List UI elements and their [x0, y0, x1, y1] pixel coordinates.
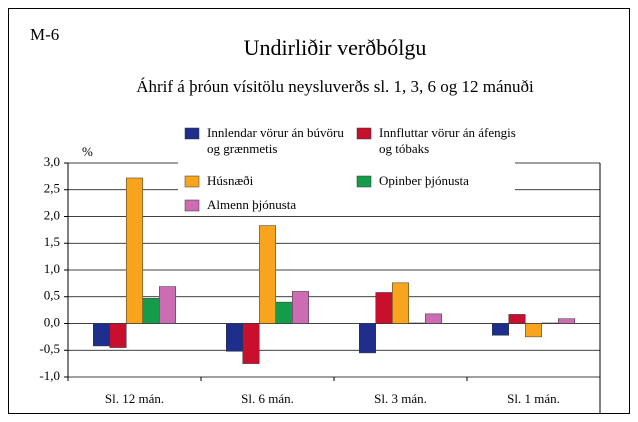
x-tick-label: Sl. 6 mán.: [241, 391, 294, 406]
bar: [142, 298, 160, 324]
bar: [126, 177, 143, 324]
x-tick-label: Sl. 1 mán.: [507, 391, 560, 406]
bar: [226, 323, 243, 352]
y-tick-label: 2,0: [44, 207, 60, 222]
y-tick-label: -1,0: [39, 368, 60, 383]
x-tick-label: Sl. 12 mán.: [105, 391, 164, 406]
legend-label: Húsnæði: [207, 173, 254, 188]
legend-swatch: [184, 175, 200, 188]
bar: [359, 323, 376, 354]
legend-label: Innlendar vörur án búvöru og grænmetis: [207, 125, 344, 156]
legend-box: [178, 120, 515, 216]
bar: [159, 286, 176, 324]
bar: [558, 318, 575, 324]
legend-label: Opinber þjónusta: [379, 173, 469, 188]
x-tick-label: Sl. 3 mán.: [374, 391, 427, 406]
y-tick-label: 1,5: [44, 234, 60, 249]
y-tick-label: -0,5: [39, 341, 60, 356]
bar: [525, 323, 542, 338]
chart-subtitle: Áhrif á þróun vísitölu neysluverðs sl. 1…: [136, 77, 534, 96]
legend-label: Innfluttar vörur án áfengis og tóbaks: [379, 125, 516, 156]
bar: [109, 323, 127, 348]
bar: [93, 323, 110, 347]
y-tick-label: 3,0: [44, 154, 60, 169]
legend-swatch: [356, 127, 372, 140]
legend-swatch: [184, 127, 200, 140]
bar: [492, 323, 509, 336]
legend-label: Almenn þjónusta: [207, 197, 297, 212]
bar: [375, 292, 393, 324]
bar: [259, 225, 276, 324]
y-tick-label: 0,0: [44, 314, 60, 329]
figure-label: M-6: [30, 25, 59, 44]
y-tick-label: 2,5: [44, 181, 60, 196]
frame: [8, 8, 630, 414]
legend-swatch: [356, 175, 372, 188]
y-axis-label: %: [82, 144, 93, 159]
bar: [242, 323, 260, 364]
bar: [541, 322, 559, 324]
chart-title: Undirliðir verðbólgu: [244, 35, 427, 60]
bar: [508, 314, 526, 324]
bar: [425, 313, 442, 324]
bar: [292, 291, 309, 324]
bar: [408, 322, 426, 324]
bar: [392, 282, 409, 324]
legend-swatch: [184, 199, 200, 212]
y-tick-label: 1,0: [44, 261, 60, 276]
bar: [275, 301, 293, 324]
y-tick-label: 0,5: [44, 288, 60, 303]
